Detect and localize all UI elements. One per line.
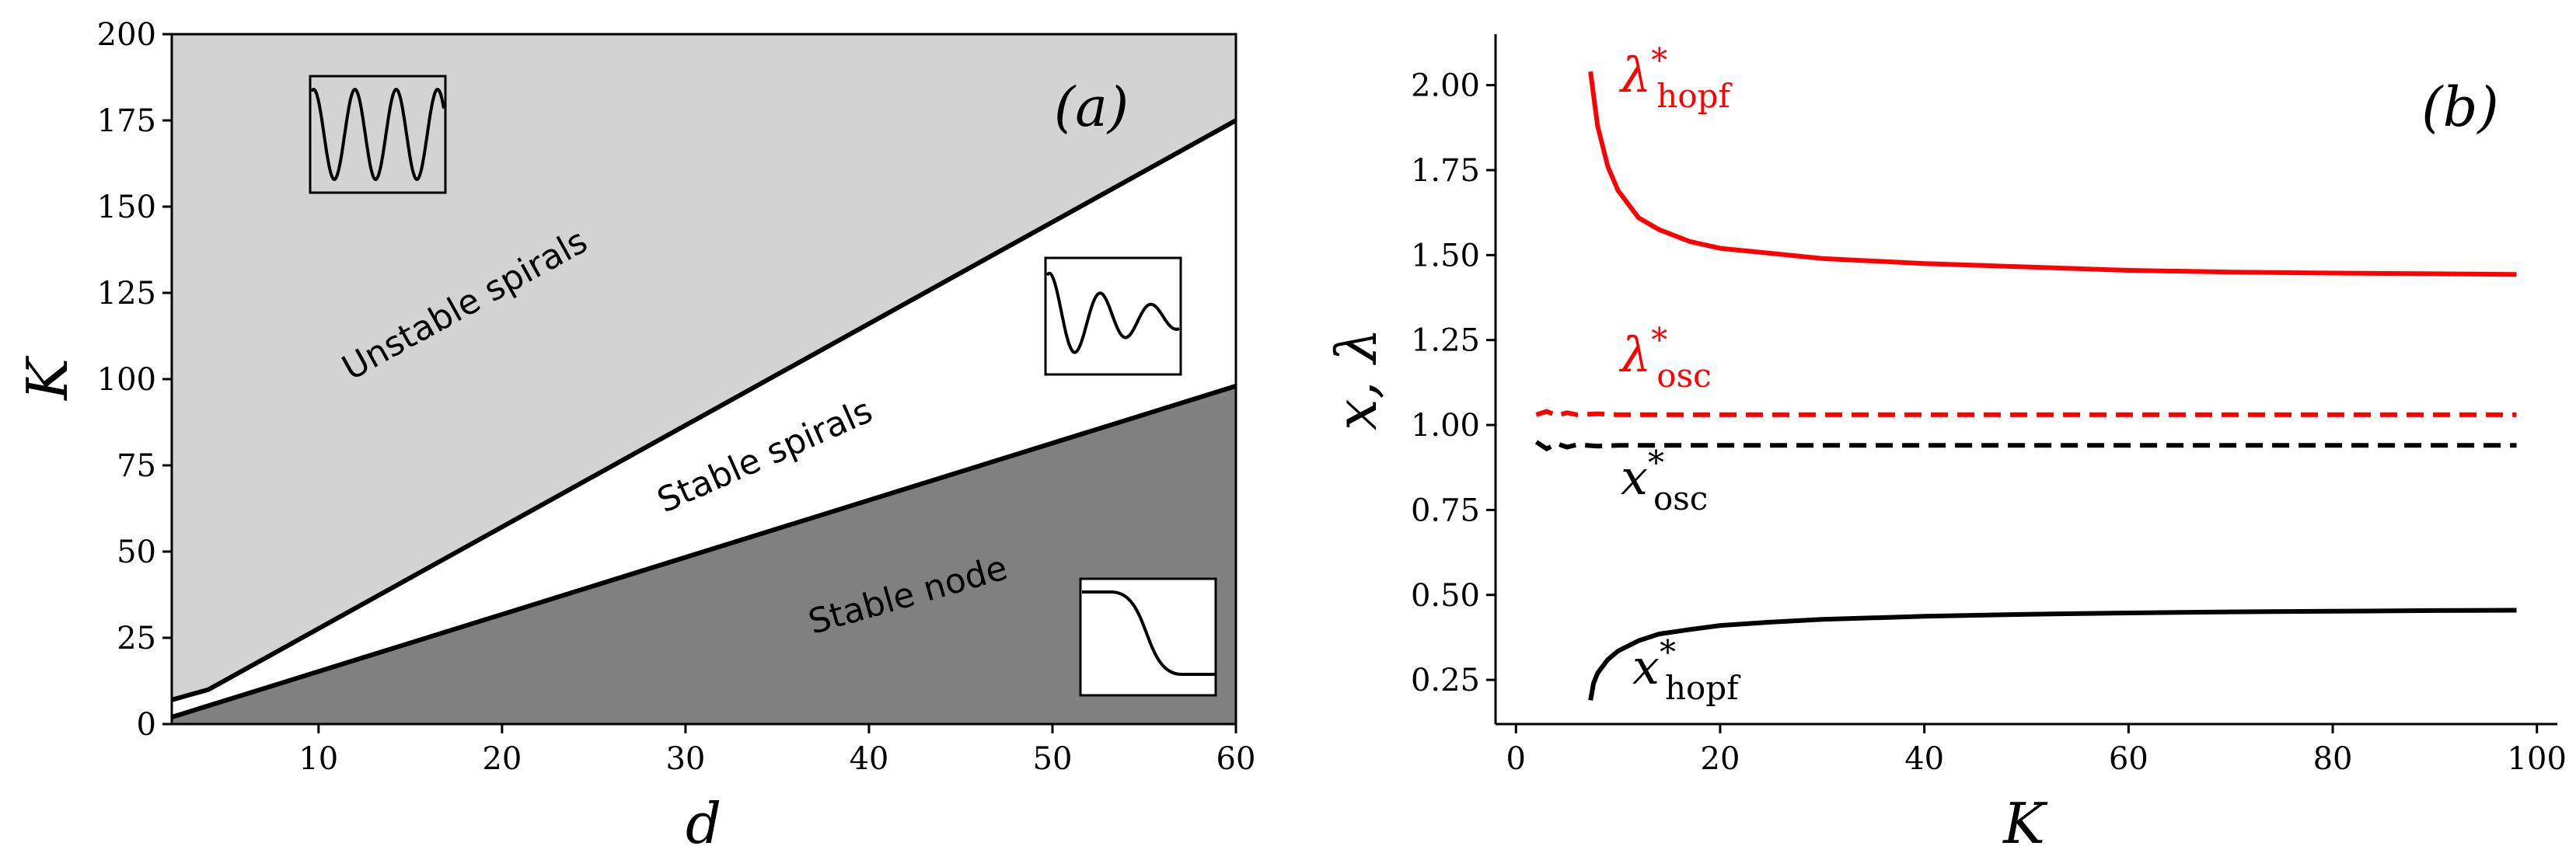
lambda-hopf-label: λ* hopf: [1618, 41, 1733, 115]
lambda-osc-line: [1535, 409, 2517, 418]
panel-a-ytick-label: 175: [97, 103, 156, 139]
x-osc-line: [1534, 440, 2517, 452]
panel-b-ytick-label: 1.00: [1411, 408, 1480, 444]
panel-a-ytick-label: 25: [117, 621, 156, 656]
panel-b-xtick-label: 20: [1701, 741, 1740, 777]
x-hopf-line: [1588, 608, 2517, 701]
panel-a-ylabel: K: [15, 355, 80, 402]
upper-boundary-line: [171, 118, 1237, 702]
panel-a-ticks: 10 20 30 40 50 60 0 25 50 75 100 125 150 175 200: [97, 17, 1256, 777]
panel-a-ytick-label: 0: [137, 707, 156, 743]
panel-a-ytick-label: 100: [97, 362, 156, 398]
panel-b-xtick-label: 0: [1506, 741, 1526, 777]
panel-b-ytick-label: 0.50: [1411, 578, 1480, 614]
panel-b-ytick-label: 0.75: [1411, 493, 1480, 528]
panel-b: 0 20 40 60 80 100 0.25 0.50 0.75 1.00 1.25 1.50 1.75…: [1324, 34, 2567, 856]
lower-boundary-line: [171, 384, 1237, 719]
panel-a-xtick-label: 20: [482, 741, 522, 777]
panel-a-xtick-label: 30: [665, 741, 705, 777]
panel-a-xtick-label: 40: [849, 741, 888, 777]
panel-a-label: (a): [1054, 75, 1129, 139]
panel-b-xtick-label: 80: [2313, 741, 2353, 777]
panel-b-xlabel: K: [2002, 791, 2048, 856]
monotone-decay-icon: [1079, 577, 1217, 697]
panel-a-xtick-label: 10: [298, 741, 338, 777]
unstable-spirals-region: [172, 34, 1236, 700]
sustained-oscillation-icon: [309, 75, 447, 194]
panel-b-ytick-label: 1.75: [1411, 153, 1480, 189]
panel-b-ytick-label: 2.00: [1411, 68, 1480, 104]
panel-b-ytick-label: 1.25: [1411, 323, 1480, 359]
panel-a-ytick-label: 150: [97, 190, 156, 225]
panel-b-ticks: 0 20 40 60 80 100 0.25 0.50 0.75 1.00 1.25 1.50 1.75…: [1411, 68, 2567, 777]
panel-a-ytick-label: 75: [117, 448, 156, 484]
x-hopf-label: x* hopf: [1632, 633, 1741, 707]
panel-b-xtick-label: 60: [2109, 741, 2148, 777]
lambda-osc-label: λ* osc: [1618, 321, 1712, 395]
panel-a-xlabel: d: [686, 791, 721, 856]
panel-a-ytick-label: 200: [97, 17, 156, 53]
panel-a: 10 20 30 40 50 60 0 25 50 75 100 125 150 175 200 d K (…: [15, 17, 1255, 856]
panel-a-ytick-label: 50: [117, 534, 156, 570]
x-osc-label: x* osc: [1621, 444, 1708, 517]
panel-b-xtick-label: 40: [1904, 741, 1944, 777]
panel-a-xtick-label: 50: [1033, 741, 1073, 777]
panel-b-ytick-label: 0.25: [1411, 663, 1480, 698]
panel-a-ytick-label: 125: [97, 276, 156, 312]
panel-b-ylabel: x, λ: [1324, 328, 1389, 430]
panel-a-xtick-label: 60: [1216, 741, 1256, 777]
panel-b-label: (b): [2421, 75, 2498, 139]
panel-b-xtick-label: 100: [2508, 741, 2567, 777]
panel-b-ytick-label: 1.50: [1411, 238, 1480, 273]
lambda-hopf-line: [1588, 71, 2517, 277]
damped-oscillation-icon: [1044, 256, 1182, 376]
